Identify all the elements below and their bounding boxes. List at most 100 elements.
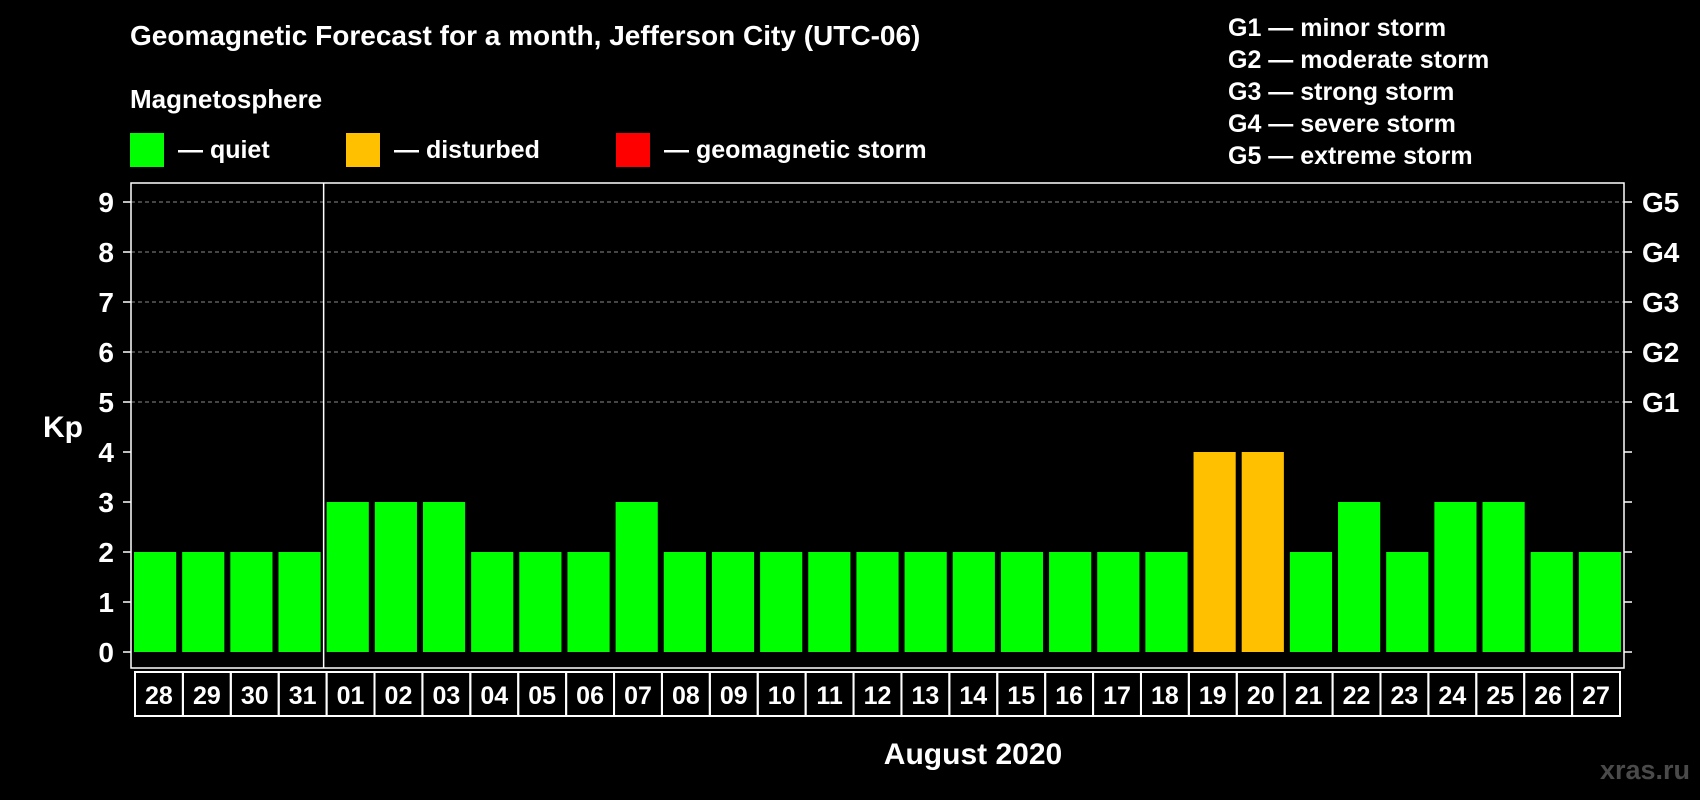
storm-level-label: G2 bbox=[1642, 337, 1679, 368]
bar bbox=[1578, 552, 1621, 652]
bar bbox=[1145, 552, 1188, 652]
bar bbox=[952, 552, 995, 652]
date-label: 08 bbox=[672, 682, 700, 710]
chart-title: Geomagnetic Forecast for a month, Jeffer… bbox=[130, 20, 921, 51]
legend-storm-swatch bbox=[616, 133, 650, 167]
bar bbox=[134, 552, 177, 652]
y-tick-label: 6 bbox=[98, 337, 114, 368]
y-tick-label: 3 bbox=[98, 487, 114, 518]
storm-scale-g4: G4 — severe storm bbox=[1228, 110, 1456, 138]
storm-scale-g1: G1 — minor storm bbox=[1228, 14, 1447, 42]
y-tick-label: 0 bbox=[98, 637, 114, 668]
storm-scale-g3: G3 — strong storm bbox=[1228, 78, 1455, 106]
y-tick-label: 9 bbox=[98, 187, 114, 218]
legend-quiet-label: — quiet bbox=[178, 135, 270, 164]
watermark: xras.ru bbox=[1599, 755, 1690, 785]
date-cell bbox=[1571, 671, 1622, 717]
date-label: 01 bbox=[337, 682, 365, 710]
storm-level-label: G3 bbox=[1642, 287, 1679, 318]
y-tick-label: 2 bbox=[98, 537, 114, 568]
storm-level-label: G1 bbox=[1642, 387, 1679, 418]
date-label: 14 bbox=[959, 682, 987, 710]
date-label: 09 bbox=[720, 682, 748, 710]
date-label: 19 bbox=[1199, 682, 1227, 710]
date-label: 02 bbox=[385, 682, 413, 710]
y-tick-label: 7 bbox=[98, 287, 114, 318]
plot-frame bbox=[130, 182, 1625, 669]
date-label: 18 bbox=[1151, 682, 1179, 710]
date-label: 25 bbox=[1486, 682, 1514, 710]
date-label: 16 bbox=[1055, 682, 1083, 710]
date-label: 07 bbox=[624, 682, 652, 710]
legend-quiet-swatch bbox=[130, 133, 164, 167]
bar bbox=[230, 552, 273, 652]
storm-scale-legend: G1 — minor storm G2 — moderate storm G3 … bbox=[1228, 12, 1489, 172]
date-label: 17 bbox=[1103, 682, 1131, 710]
y-tick-label: 4 bbox=[98, 437, 114, 468]
bar bbox=[1530, 552, 1573, 652]
bar bbox=[904, 552, 947, 652]
date-label: 28 bbox=[145, 682, 173, 710]
bar bbox=[519, 552, 562, 652]
date-label: 30 bbox=[241, 682, 269, 710]
date-label: 31 bbox=[289, 682, 317, 710]
date-label: 11 bbox=[816, 682, 843, 710]
bar bbox=[1049, 552, 1092, 652]
bar bbox=[1289, 552, 1333, 652]
date-label: 15 bbox=[1007, 682, 1035, 710]
bar bbox=[615, 502, 658, 652]
storm-scale-g5: G5 — extreme storm bbox=[1228, 142, 1473, 170]
bar bbox=[1434, 502, 1477, 652]
storm-scale-g2: G2 — moderate storm bbox=[1228, 46, 1490, 74]
storm-level-label: G4 bbox=[1642, 237, 1680, 268]
y-tick-label: 5 bbox=[98, 387, 114, 418]
bar bbox=[808, 552, 851, 652]
bar bbox=[1338, 502, 1381, 652]
date-label: 13 bbox=[911, 682, 939, 710]
bar bbox=[374, 502, 417, 652]
bar bbox=[1482, 502, 1525, 652]
bar bbox=[1097, 552, 1140, 652]
bar bbox=[1241, 452, 1284, 652]
bar bbox=[1000, 552, 1044, 652]
y-tick-label: 1 bbox=[98, 587, 114, 618]
bar bbox=[711, 552, 755, 652]
date-label: 24 bbox=[1438, 682, 1466, 710]
bar bbox=[1386, 552, 1429, 652]
bar bbox=[567, 552, 610, 652]
y-axis-label: Kp bbox=[43, 411, 83, 444]
storm-level-label: G5 bbox=[1642, 187, 1679, 218]
legend-storm: — geomagnetic storm bbox=[616, 133, 927, 167]
legend-disturbed: — disturbed bbox=[346, 133, 540, 167]
bar bbox=[1193, 452, 1236, 652]
date-label: 27 bbox=[1582, 682, 1610, 710]
legend-disturbed-label: — disturbed bbox=[394, 135, 540, 164]
date-label: 23 bbox=[1391, 682, 1419, 710]
date-label: 21 bbox=[1295, 682, 1323, 710]
date-label: 26 bbox=[1534, 682, 1562, 710]
bar bbox=[471, 552, 514, 652]
legend-storm-label: — geomagnetic storm bbox=[664, 135, 927, 164]
bar bbox=[278, 552, 321, 652]
date-label: 20 bbox=[1247, 682, 1275, 710]
bar bbox=[760, 552, 803, 652]
date-label: 06 bbox=[576, 682, 604, 710]
y-tick-label: 8 bbox=[98, 237, 114, 268]
bar bbox=[326, 502, 369, 652]
bar bbox=[663, 552, 706, 652]
date-label: 10 bbox=[768, 682, 796, 710]
legend-disturbed-swatch bbox=[346, 133, 380, 167]
date-label: 29 bbox=[193, 682, 221, 710]
x-axis-label: August 2020 bbox=[884, 738, 1062, 771]
date-label: 22 bbox=[1343, 682, 1371, 710]
date-label: 05 bbox=[528, 682, 556, 710]
date-label: 12 bbox=[864, 682, 892, 710]
date-label: 04 bbox=[480, 682, 508, 710]
bar bbox=[422, 502, 466, 652]
legend-subtitle: Magnetosphere bbox=[130, 84, 323, 114]
bar bbox=[182, 552, 225, 652]
date-label: 03 bbox=[432, 682, 460, 710]
bar bbox=[856, 552, 899, 652]
legend-quiet: — quiet bbox=[130, 133, 270, 167]
